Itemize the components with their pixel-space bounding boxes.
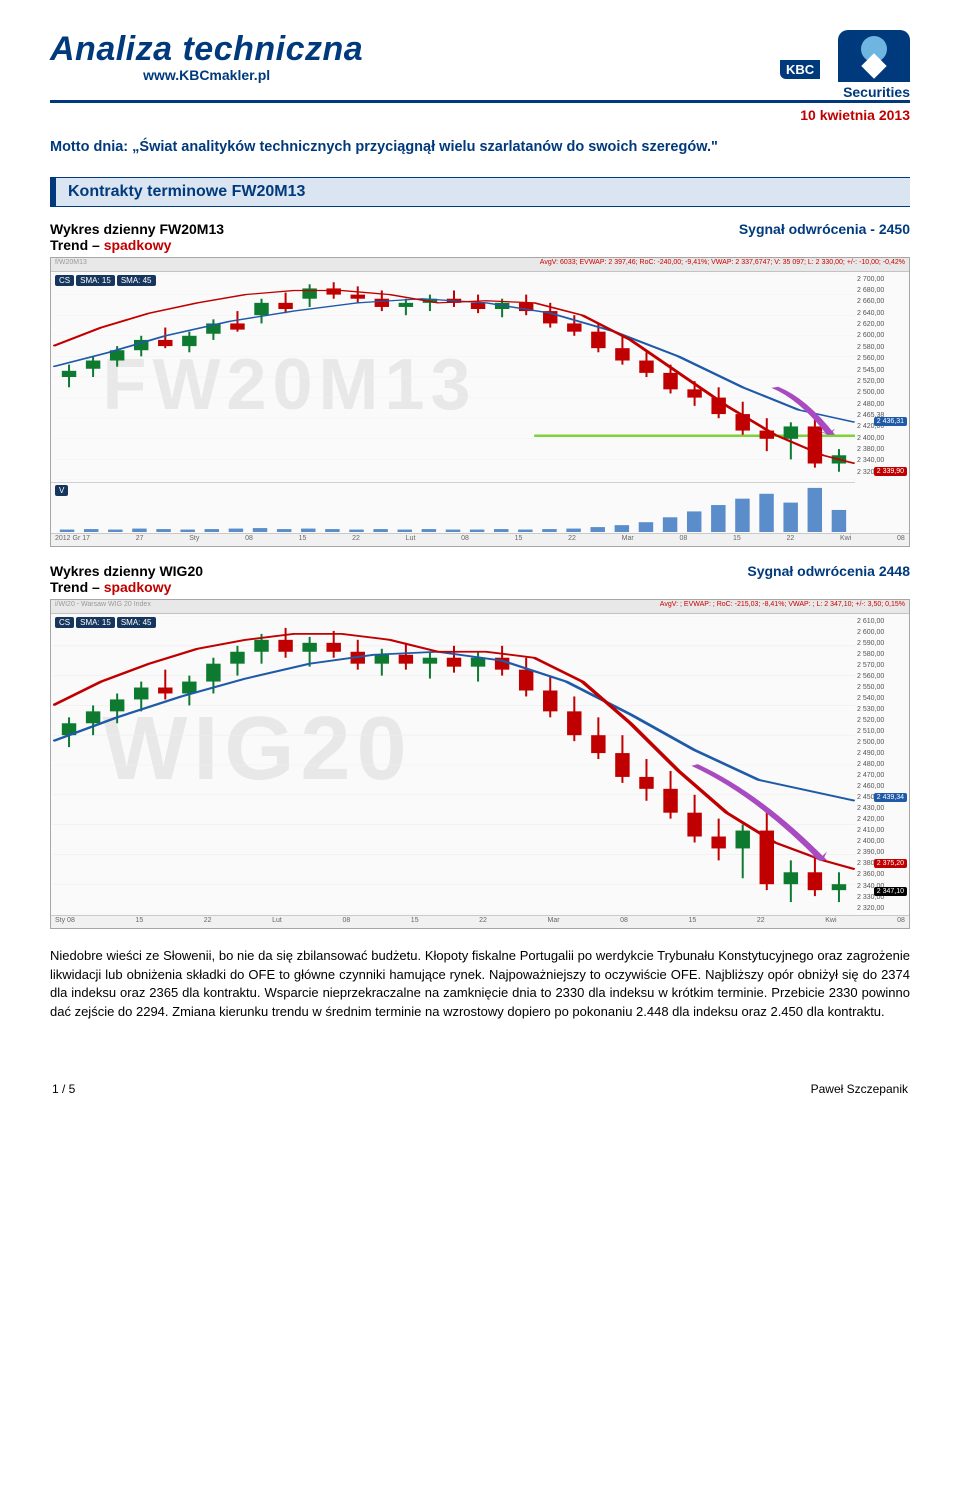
chart2-block: Wykres dzienny WIG20 Trend – spadkowy Sy… bbox=[50, 563, 910, 929]
chart1-block: Wykres dzienny FW20M13 Trend – spadkowy … bbox=[50, 221, 910, 547]
chart1-strip-left: f/W20M13 bbox=[55, 259, 87, 270]
page-url: www.KBCmakler.pl bbox=[50, 67, 363, 83]
chart1-signal: Sygnał odwrócenia - 2450 bbox=[739, 221, 910, 253]
page-title: Analiza techniczna bbox=[50, 30, 363, 69]
chart1-title: Wykres dzienny FW20M13 bbox=[50, 221, 224, 237]
chart1-frame: f/W20M13 AvgV: 6033; EVWAP: 2 397,46; Ro… bbox=[50, 257, 910, 547]
chart2-svg bbox=[53, 616, 855, 914]
author-name: Paweł Szczepanik bbox=[811, 1082, 908, 1096]
motto-text: „Świat analityków technicznych przyciągn… bbox=[132, 139, 718, 155]
kbc-logo: KBC Securities bbox=[780, 30, 910, 92]
chart2-top-strip: i/WI20 - Warsaw WIG 20 Index AvgV: ; EVW… bbox=[51, 600, 909, 614]
chart2-strip-right: AvgV: ; EVWAP: ; RoC: -215,03; -8,41%; V… bbox=[660, 601, 905, 612]
logo-text: KBC bbox=[780, 60, 820, 79]
chart1-header: Wykres dzienny FW20M13 Trend – spadkowy … bbox=[50, 221, 910, 253]
motto-block: Motto dnia: „Świat analityków techniczny… bbox=[50, 137, 910, 159]
chart1-trend-label: Trend – bbox=[50, 237, 104, 253]
chart2-date-axis: Sty 081522Lut081522Mar081522Kwi08 bbox=[51, 915, 909, 928]
page-footer: 1 / 5 Paweł Szczepanik bbox=[50, 1082, 910, 1096]
chart1-vol-svg bbox=[51, 483, 855, 532]
chart2-trend-value: spadkowy bbox=[104, 579, 172, 595]
chart1-svg bbox=[53, 274, 855, 480]
chart1-vol-badge: V bbox=[55, 485, 68, 496]
chart1-top-strip: f/W20M13 AvgV: 6033; EVWAP: 2 397,46; Ro… bbox=[51, 258, 909, 272]
header-divider bbox=[50, 100, 910, 103]
chart1-canvas bbox=[53, 274, 855, 480]
chart2-title: Wykres dzienny WIG20 bbox=[50, 563, 203, 579]
report-date: 10 kwietnia 2013 bbox=[50, 107, 910, 123]
header-left: Analiza techniczna www.KBCmakler.pl bbox=[50, 30, 363, 83]
chart1-price-axis: 2 700,002 680,002 660,002 640,002 620,00… bbox=[857, 276, 907, 476]
header: Analiza techniczna www.KBCmakler.pl KBC … bbox=[50, 30, 910, 92]
chart1-strip-right: AvgV: 6033; EVWAP: 2 397,46; RoC: -240,0… bbox=[540, 259, 905, 270]
logo-shape bbox=[838, 30, 910, 82]
chart1-volume-section: V bbox=[51, 482, 855, 532]
chart2-signal: Sygnał odwrócenia 2448 bbox=[747, 563, 910, 595]
page-number: 1 / 5 bbox=[52, 1082, 75, 1096]
chart2-canvas bbox=[53, 616, 855, 914]
section-title: Kontrakty terminowe FW20M13 bbox=[50, 177, 910, 207]
motto-label: Motto dnia: bbox=[50, 139, 128, 155]
chart2-strip-left: i/WI20 - Warsaw WIG 20 Index bbox=[55, 601, 151, 612]
chart2-trend-label: Trend – bbox=[50, 579, 104, 595]
chart1-date-axis: 2012 Gr 1727Sty081522Lut081522Mar081522K… bbox=[51, 533, 909, 546]
chart1-trend-value: spadkowy bbox=[104, 237, 172, 253]
chart2-frame: i/WI20 - Warsaw WIG 20 Index AvgV: ; EVW… bbox=[50, 599, 910, 929]
logo-subtext: Securities bbox=[843, 84, 910, 100]
chart2-header: Wykres dzienny WIG20 Trend – spadkowy Sy… bbox=[50, 563, 910, 595]
analysis-paragraph: Niedobre wieści ze Słowenii, bo nie da s… bbox=[50, 947, 910, 1022]
